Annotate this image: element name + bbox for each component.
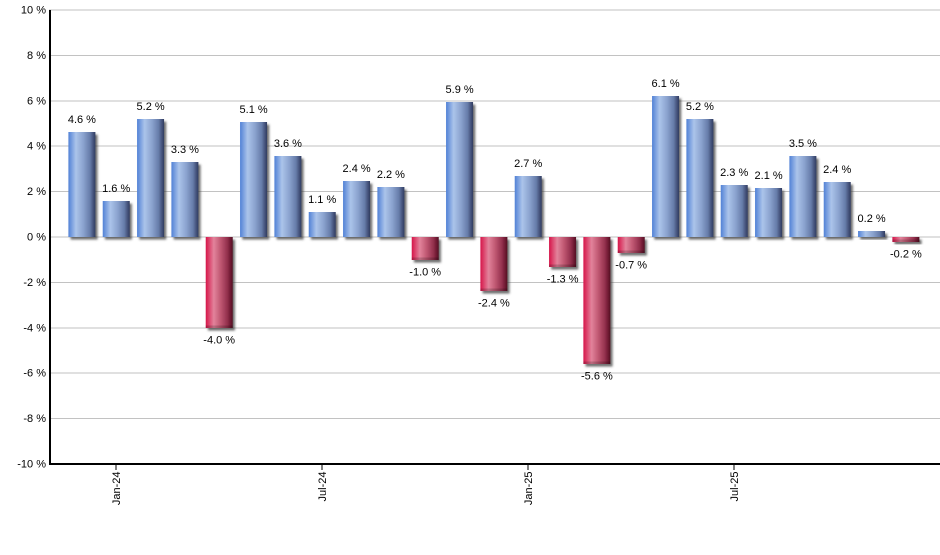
svg-text:-10 %: -10 %: [17, 459, 46, 471]
svg-text:2.7 %: 2.7 %: [514, 158, 542, 170]
svg-text:0.2 %: 0.2 %: [858, 213, 886, 225]
svg-text:2.4 %: 2.4 %: [823, 164, 851, 176]
svg-text:2.2 %: 2.2 %: [377, 169, 405, 181]
svg-text:-4 %: -4 %: [23, 322, 46, 334]
svg-text:1.1 %: 1.1 %: [308, 194, 336, 206]
svg-text:6 %: 6 %: [27, 95, 46, 107]
svg-text:4 %: 4 %: [27, 141, 46, 153]
svg-text:10 %: 10 %: [21, 5, 46, 17]
svg-text:4.6 %: 4.6 %: [68, 114, 96, 126]
svg-text:-0.7 %: -0.7 %: [615, 260, 647, 272]
svg-text:2.4 %: 2.4 %: [343, 163, 371, 175]
svg-text:Jan-24: Jan-24: [111, 472, 123, 506]
svg-text:5.1 %: 5.1 %: [240, 104, 268, 116]
svg-text:-8 %: -8 %: [23, 413, 46, 425]
svg-text:5.2 %: 5.2 %: [137, 101, 165, 113]
svg-text:5.2 %: 5.2 %: [686, 101, 714, 113]
svg-text:-1.3 %: -1.3 %: [547, 274, 579, 286]
svg-text:3.5 %: 3.5 %: [789, 138, 817, 150]
svg-text:2.3 %: 2.3 %: [720, 167, 748, 179]
svg-text:-6 %: -6 %: [23, 368, 46, 380]
svg-text:-5.6 %: -5.6 %: [581, 371, 613, 383]
svg-text:Jan-25: Jan-25: [523, 472, 535, 506]
svg-text:6.1 %: 6.1 %: [652, 78, 680, 90]
svg-text:3.6 %: 3.6 %: [274, 138, 302, 150]
svg-text:3.3 %: 3.3 %: [171, 144, 199, 156]
svg-text:Jul-24: Jul-24: [317, 472, 329, 502]
svg-text:-2 %: -2 %: [23, 277, 46, 289]
svg-text:-4.0 %: -4.0 %: [203, 335, 235, 347]
svg-text:-1.0 %: -1.0 %: [409, 267, 441, 279]
svg-text:Jul-25: Jul-25: [729, 472, 741, 502]
svg-text:-0.2 %: -0.2 %: [890, 249, 922, 261]
svg-text:5.9 %: 5.9 %: [446, 84, 474, 96]
svg-text:8 %: 8 %: [27, 50, 46, 62]
svg-text:0 %: 0 %: [27, 232, 46, 244]
svg-text:-2.4 %: -2.4 %: [478, 298, 510, 310]
svg-text:1.6 %: 1.6 %: [102, 183, 130, 195]
svg-text:2 %: 2 %: [27, 186, 46, 198]
svg-text:2.1 %: 2.1 %: [755, 170, 783, 182]
